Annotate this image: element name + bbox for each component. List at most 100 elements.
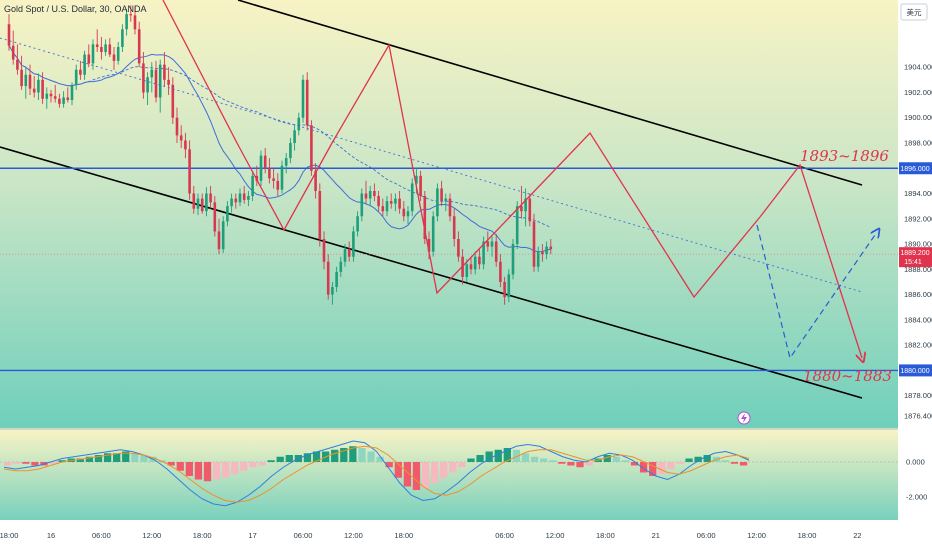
candle bbox=[482, 236, 485, 270]
candle bbox=[381, 198, 385, 217]
candle bbox=[32, 76, 36, 98]
candle-body bbox=[87, 54, 91, 64]
candle-body bbox=[70, 84, 74, 101]
price-tick-label: 1904.000 bbox=[904, 63, 932, 72]
candle-body bbox=[373, 190, 376, 197]
horizontal-levels[interactable]: 1896.000 1880.000 1889.200 15:41 bbox=[0, 162, 932, 377]
currency-button[interactable]: 美元 bbox=[900, 3, 928, 21]
candle bbox=[200, 193, 204, 214]
candle-body bbox=[356, 216, 359, 232]
macd-histogram-bar bbox=[176, 462, 184, 471]
projection-red-arrow bbox=[759, 163, 862, 358]
candle bbox=[431, 211, 435, 257]
candle bbox=[100, 36, 103, 60]
symbol-title[interactable]: Gold Spot / U.S. Dollar, 30, OANDA bbox=[4, 4, 147, 14]
candle-body bbox=[276, 180, 280, 190]
macd-histogram-bar bbox=[667, 462, 675, 469]
candle bbox=[293, 125, 296, 151]
macd-histogram-bar bbox=[467, 458, 475, 462]
time-tick-label: 21 bbox=[652, 531, 660, 540]
candle-body bbox=[112, 54, 116, 61]
candle-body bbox=[343, 249, 347, 262]
candle-body bbox=[104, 44, 107, 53]
candle bbox=[242, 185, 246, 204]
candle-body bbox=[247, 196, 250, 200]
ma-long-line bbox=[8, 45, 552, 229]
candle bbox=[116, 41, 120, 65]
candle-body bbox=[263, 155, 267, 169]
candle-body bbox=[217, 231, 221, 250]
lightning-icon[interactable] bbox=[737, 411, 751, 425]
candle-body bbox=[242, 193, 246, 200]
candle bbox=[259, 150, 263, 186]
macd-histogram-bar bbox=[4, 462, 12, 466]
candle bbox=[276, 173, 280, 197]
price-tick-label: 1888.000 bbox=[904, 265, 932, 274]
candle-body bbox=[41, 79, 44, 99]
candle-body bbox=[482, 241, 485, 265]
macd-histogram-bar bbox=[240, 462, 248, 471]
time-tick-label: 18:00 bbox=[0, 531, 18, 540]
price-tick-label: 1902.000 bbox=[904, 88, 932, 97]
candle-body bbox=[28, 74, 32, 89]
macd-histogram-bar bbox=[449, 462, 457, 473]
candle-body bbox=[448, 198, 452, 217]
candle-body bbox=[171, 84, 175, 118]
candle bbox=[7, 14, 11, 51]
macd-histogram-bar bbox=[340, 448, 348, 462]
macd-histogram-bar bbox=[94, 455, 103, 462]
macd-histogram-bar bbox=[739, 462, 748, 466]
candle-body bbox=[192, 193, 196, 209]
annotation-upper-target[interactable]: 1893~1896 bbox=[800, 147, 889, 165]
candle bbox=[473, 251, 477, 275]
macd-histogram-bar bbox=[621, 460, 630, 462]
candle bbox=[322, 231, 326, 270]
candle bbox=[11, 30, 15, 65]
candle bbox=[541, 244, 544, 262]
candle bbox=[133, 6, 137, 35]
countdown-label: 15:41 bbox=[904, 259, 922, 266]
macd-histogram-bar bbox=[303, 453, 312, 462]
channel-lines[interactable] bbox=[0, 0, 863, 399]
macd-histogram-bar bbox=[503, 448, 511, 462]
candle-body bbox=[394, 198, 397, 204]
candle-body bbox=[62, 97, 65, 104]
candle-body bbox=[389, 201, 393, 204]
candle-body bbox=[150, 69, 154, 78]
candle-body bbox=[108, 44, 112, 55]
candle bbox=[37, 73, 40, 101]
current-price-badge bbox=[899, 247, 932, 268]
candle-body bbox=[272, 178, 275, 181]
candle bbox=[352, 226, 355, 262]
macd-histogram-bar bbox=[249, 462, 257, 468]
macd-histogram-bar bbox=[276, 456, 284, 462]
annotation-lower-target[interactable]: 1880~1883 bbox=[803, 367, 892, 385]
candle bbox=[167, 67, 170, 95]
macd-histogram-bar bbox=[494, 449, 502, 462]
candle-body bbox=[511, 244, 515, 275]
price-axis-background bbox=[898, 0, 932, 550]
candle bbox=[410, 178, 414, 217]
candle bbox=[503, 276, 506, 305]
candle bbox=[74, 64, 78, 90]
macd-histogram-bar bbox=[58, 460, 66, 462]
ma-line bbox=[8, 45, 551, 253]
macd-histogram-bar bbox=[694, 456, 702, 462]
zigzag-drawing[interactable] bbox=[0, 0, 877, 358]
candle bbox=[297, 112, 301, 136]
candle bbox=[137, 21, 141, 68]
candle-body bbox=[188, 149, 191, 194]
candle bbox=[163, 52, 166, 87]
candle bbox=[545, 241, 548, 260]
candle bbox=[343, 244, 347, 267]
level-badge-label-1: 1880.000 bbox=[900, 368, 929, 375]
candle bbox=[196, 193, 200, 215]
candle-body bbox=[339, 261, 343, 272]
candle-body bbox=[116, 46, 120, 61]
macd-histogram-bar bbox=[194, 462, 203, 480]
candle-body bbox=[503, 281, 506, 298]
macd-histogram-bar bbox=[349, 446, 357, 462]
time-tick-label: 12:00 bbox=[546, 531, 565, 540]
